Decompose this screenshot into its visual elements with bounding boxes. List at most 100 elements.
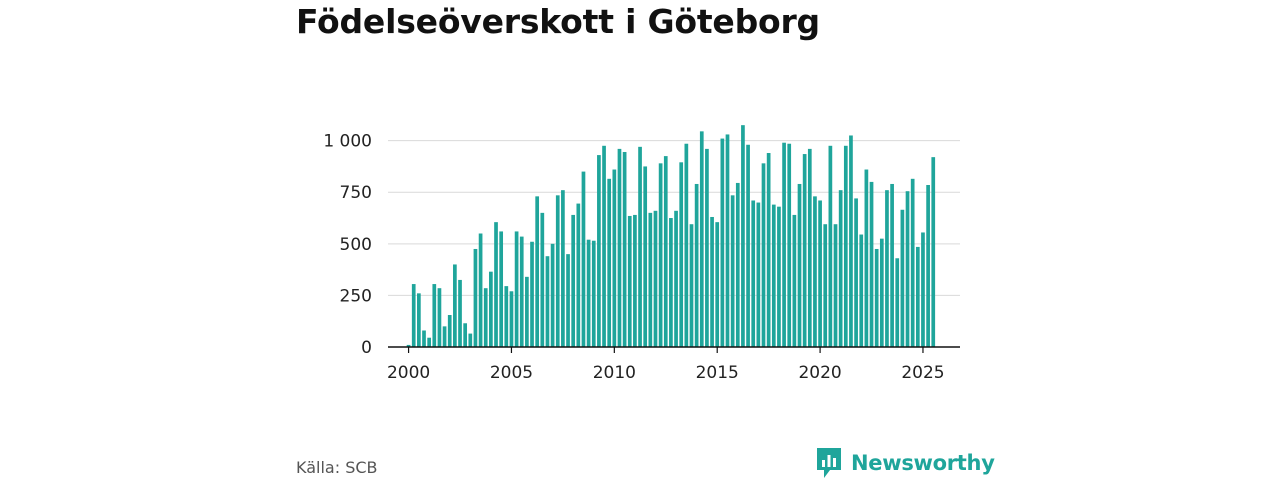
bar	[597, 155, 601, 347]
bar	[915, 246, 920, 347]
bar	[910, 178, 915, 347]
chart-title: Födelseöverskott i Göteborg	[296, 2, 820, 41]
bar	[689, 224, 694, 347]
y-tick-label: 0	[361, 338, 372, 358]
bar	[730, 195, 735, 347]
bar	[792, 214, 797, 347]
bar	[504, 286, 509, 347]
bar	[921, 232, 925, 347]
bar	[684, 143, 689, 347]
newsworthy-logo-icon	[817, 448, 841, 478]
bar	[715, 222, 720, 347]
bar	[648, 212, 653, 347]
bar	[509, 291, 514, 347]
bar	[422, 330, 426, 347]
bar	[514, 231, 519, 347]
bar	[771, 204, 776, 347]
bar	[658, 163, 663, 347]
bar	[766, 153, 771, 347]
bar	[437, 288, 442, 347]
bar	[612, 169, 617, 347]
x-axis-ticks: 2000 2005 2010 2015 2020 2025	[387, 347, 945, 383]
bar	[581, 171, 586, 347]
y-axis-ticks: 0 250 500 750 1 000	[323, 132, 372, 358]
bar	[931, 157, 936, 347]
bar	[823, 224, 828, 347]
bar	[807, 148, 812, 347]
bar	[869, 181, 874, 347]
bar	[561, 190, 565, 347]
brand-logo: Newsworthy	[815, 446, 995, 480]
bar	[447, 315, 452, 347]
bar	[602, 145, 606, 347]
bar	[895, 258, 900, 347]
bars	[406, 125, 936, 347]
bar	[535, 196, 540, 347]
source-note: Källa: SCB	[296, 458, 378, 477]
x-tick-label: 2010	[593, 363, 636, 383]
bar	[468, 333, 473, 347]
bar	[489, 271, 493, 347]
bar	[843, 145, 848, 347]
bar	[633, 214, 637, 347]
y-tick-label: 1 000	[323, 132, 372, 152]
bar	[879, 238, 884, 347]
bar	[545, 256, 550, 347]
x-tick-label: 2005	[490, 363, 533, 383]
bar	[566, 254, 570, 347]
bar	[627, 215, 632, 347]
x-tick-label: 2015	[696, 363, 739, 383]
bar	[663, 156, 668, 347]
bar	[761, 163, 766, 347]
bar	[638, 146, 642, 347]
bar	[617, 148, 622, 347]
bar	[406, 344, 411, 347]
bar	[432, 284, 437, 347]
bar	[643, 166, 648, 347]
bar	[591, 240, 596, 347]
bar	[926, 185, 930, 347]
bar	[499, 231, 504, 347]
bar	[900, 209, 905, 347]
bar	[555, 195, 560, 347]
bar	[777, 206, 781, 347]
bar	[782, 142, 786, 347]
bar	[787, 143, 792, 347]
bar	[725, 134, 730, 347]
bar	[540, 212, 545, 347]
bar	[463, 323, 468, 347]
bar	[813, 196, 817, 347]
bar	[571, 214, 576, 347]
bar	[705, 148, 709, 347]
bar	[530, 241, 534, 347]
x-tick-label: 2025	[901, 363, 944, 383]
bar-chart: 0 250 500 750 1 000 2000 2005 2010 2015 2020 2025	[323, 125, 960, 383]
bar	[458, 279, 462, 347]
x-tick-label: 2000	[387, 363, 430, 383]
bar	[849, 135, 853, 347]
bar	[720, 138, 725, 347]
bar	[417, 293, 421, 347]
bar	[674, 210, 678, 347]
bar	[473, 248, 478, 347]
bar	[519, 236, 524, 347]
bar	[694, 183, 699, 347]
bar	[756, 202, 761, 347]
y-tick-label: 750	[340, 183, 372, 203]
bar	[802, 154, 807, 347]
bar	[622, 151, 627, 347]
bar	[427, 337, 432, 347]
y-tick-label: 250	[340, 286, 372, 306]
bar	[859, 234, 864, 347]
bar	[864, 169, 869, 347]
bar	[735, 182, 740, 347]
bar	[818, 200, 822, 347]
x-tick-label: 2020	[798, 363, 841, 383]
bar	[741, 125, 745, 347]
bar	[483, 288, 488, 347]
bar	[838, 190, 843, 347]
bar	[669, 218, 673, 347]
bar	[874, 248, 879, 347]
bar	[453, 264, 457, 347]
bar	[905, 191, 910, 347]
